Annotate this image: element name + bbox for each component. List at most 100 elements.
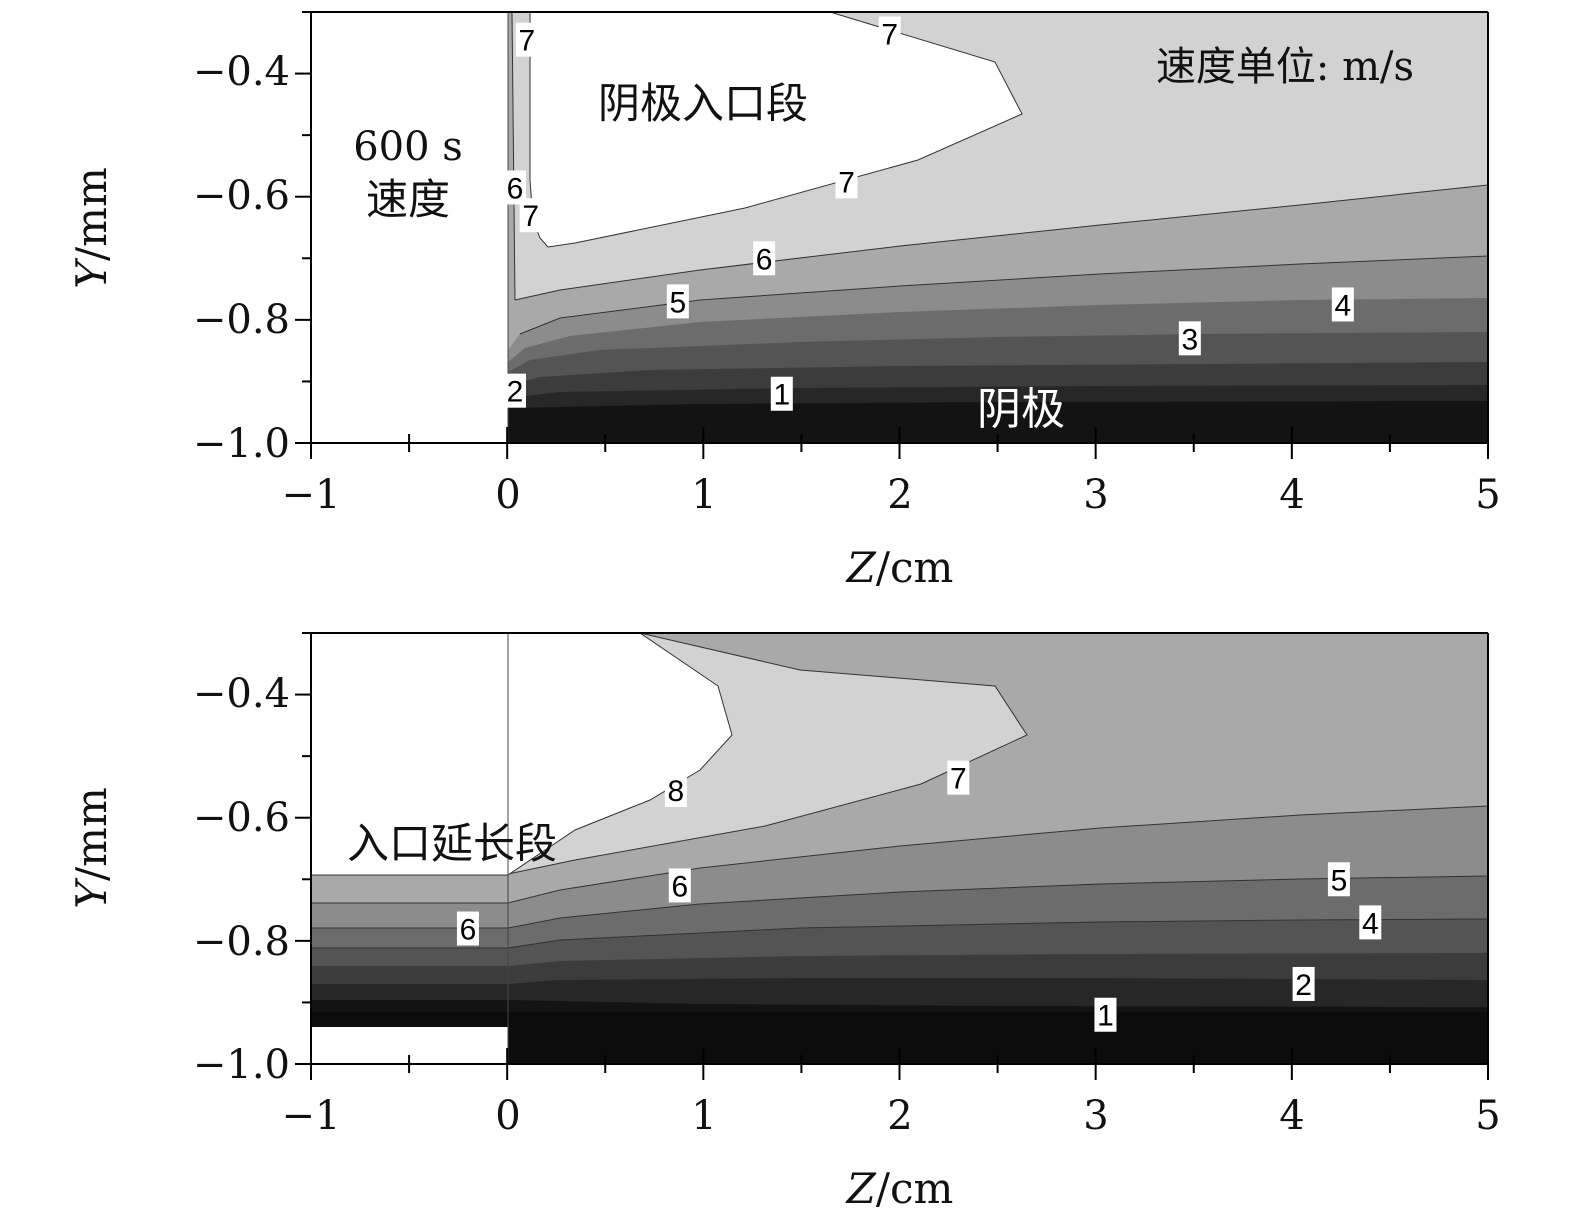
contour-label-text: 8 (668, 775, 685, 808)
bottom-panel: −1 0 1 2 3 4 5 −0.4 −0.6 −0.8 −1.0 Z/cm … (67, 632, 1501, 1213)
contour-label-text: 2 (1295, 969, 1312, 1002)
contour-label-box (1327, 862, 1350, 897)
top-contour-line (514, 184, 1489, 301)
y-tick-label: −0.6 (193, 795, 290, 841)
annotation-time: 600 s (353, 124, 463, 170)
contour-label-box (835, 164, 858, 199)
contour-label: 5 (1327, 862, 1350, 897)
annotation-speed: 速度 (366, 175, 450, 224)
contour-label-text: 7 (838, 166, 855, 199)
x-tick-label: 1 (691, 1093, 716, 1139)
contour-label-box (1292, 966, 1315, 1001)
top-contour-line (511, 11, 516, 301)
contour-label: 2 (504, 373, 527, 409)
y-tick-label: −1.0 (193, 421, 290, 467)
contour-label-text: 5 (669, 286, 686, 319)
x-tick-label: 5 (1475, 1093, 1500, 1139)
x-tick-label: 2 (887, 1093, 912, 1139)
bottom-contour-line (311, 875, 1489, 929)
contour-label: 7 (835, 164, 858, 199)
y-tick-label: −0.8 (193, 919, 290, 965)
contour-label: 6 (668, 868, 691, 903)
contour-label-box (519, 198, 542, 233)
contour-label: 5 (666, 284, 689, 319)
contour-label: 4 (1359, 905, 1382, 940)
contour-label: 6 (504, 170, 527, 205)
top-ticks (295, 11, 1489, 459)
contour-label-text: 6 (756, 243, 773, 276)
top-y-tick-labels: −0.4 −0.6 −0.8 −1.0 (193, 49, 290, 467)
contour-label-text: 5 (1331, 864, 1348, 897)
contour-label-box (1178, 321, 1201, 356)
x-tick-label: −1 (282, 1093, 341, 1139)
contour-label-text: 7 (522, 200, 539, 233)
bottom-contour-fills (310, 632, 1489, 1064)
contour-label-box (878, 16, 901, 51)
contour-label-text: 6 (460, 914, 477, 947)
contour-label-box (666, 284, 689, 319)
top-x-axis-label: Z/cm (845, 543, 954, 592)
contour-label-text: 1 (773, 379, 790, 412)
x-tick-label: −1 (282, 472, 341, 518)
x-tick-label: 0 (495, 1093, 520, 1139)
contour-label-text: 7 (950, 763, 967, 796)
bottom-x-axis-label: Z/cm (845, 1164, 954, 1213)
contour-label-box (753, 241, 776, 276)
contour-label: 1 (770, 376, 793, 412)
annotation-cathode: 阴极 (977, 384, 1065, 435)
contour-label-box (947, 760, 970, 795)
bottom-y-tick-labels: −0.4 −0.6 −0.8 −1.0 (193, 671, 290, 1088)
contour-label: 6 (753, 241, 776, 276)
contour-label-text: 4 (1362, 907, 1379, 940)
bottom-y-axis-label: Y/mm (67, 787, 116, 909)
top-contour-line (519, 255, 1489, 335)
top-x-tick-labels: −1 0 1 2 3 4 5 (282, 472, 1501, 518)
contour-label: 1 (1094, 997, 1117, 1033)
contour-label: 7 (519, 198, 542, 233)
y-tick-label: −1.0 (193, 1042, 290, 1088)
contour-label-text: 1 (1097, 1000, 1114, 1033)
contour-label-box (456, 911, 479, 946)
contour-label-box (504, 170, 527, 205)
y-tick-label: −0.8 (193, 297, 290, 343)
x-tick-label: 3 (1083, 1093, 1108, 1139)
x-tick-label: 4 (1279, 472, 1304, 518)
contour-label: 7 (878, 16, 901, 52)
x-tick-label: 2 (887, 472, 912, 518)
contour-label-text: 4 (1334, 289, 1351, 322)
bottom-contour-line (311, 805, 1489, 904)
contour-label: 3 (1178, 321, 1201, 356)
x-tick-label: 1 (691, 472, 716, 518)
contour-label-box (1331, 287, 1354, 322)
contour-label-box (504, 373, 527, 408)
contour-label-text: 6 (507, 172, 524, 205)
contour-label-box (515, 22, 538, 57)
contour-label: 4 (1331, 287, 1354, 322)
annotation-region: 入口延长段 (347, 819, 557, 868)
contour-label: 2 (1292, 966, 1315, 1002)
top-y-axis-label: Y/mm (67, 167, 116, 289)
bottom-ticks (295, 632, 1489, 1080)
contour-label-box (770, 376, 793, 411)
y-tick-label: −0.6 (193, 173, 290, 219)
x-tick-label: 3 (1083, 472, 1108, 518)
contour-label-box (1094, 997, 1117, 1032)
contour-label-text: 7 (881, 19, 898, 52)
contour-label: 6 (456, 911, 479, 947)
bottom-contour-labels: 8 7 6 6 54 2 1 (456, 760, 1382, 1033)
bottom-x-tick-labels: −1 0 1 2 3 4 5 (282, 1093, 1501, 1139)
contour-label: 7 (947, 760, 970, 796)
contour-label-text: 7 (518, 25, 535, 58)
annotation-region: 阴极入口段 (598, 79, 808, 128)
contour-label-box (1359, 905, 1382, 940)
y-tick-label: −0.4 (193, 671, 290, 717)
x-tick-label: 5 (1475, 472, 1500, 518)
contour-label-text: 2 (507, 376, 524, 409)
contour-label: 7 (515, 22, 538, 58)
top-fill-level-0 (508, 401, 1488, 443)
contour-label: 8 (664, 773, 687, 808)
top-panel: −1 0 1 2 3 4 5 −0.4 −0.6 −0.8 −1.0 Z/cm … (67, 11, 1501, 592)
x-tick-label: 0 (495, 472, 520, 518)
